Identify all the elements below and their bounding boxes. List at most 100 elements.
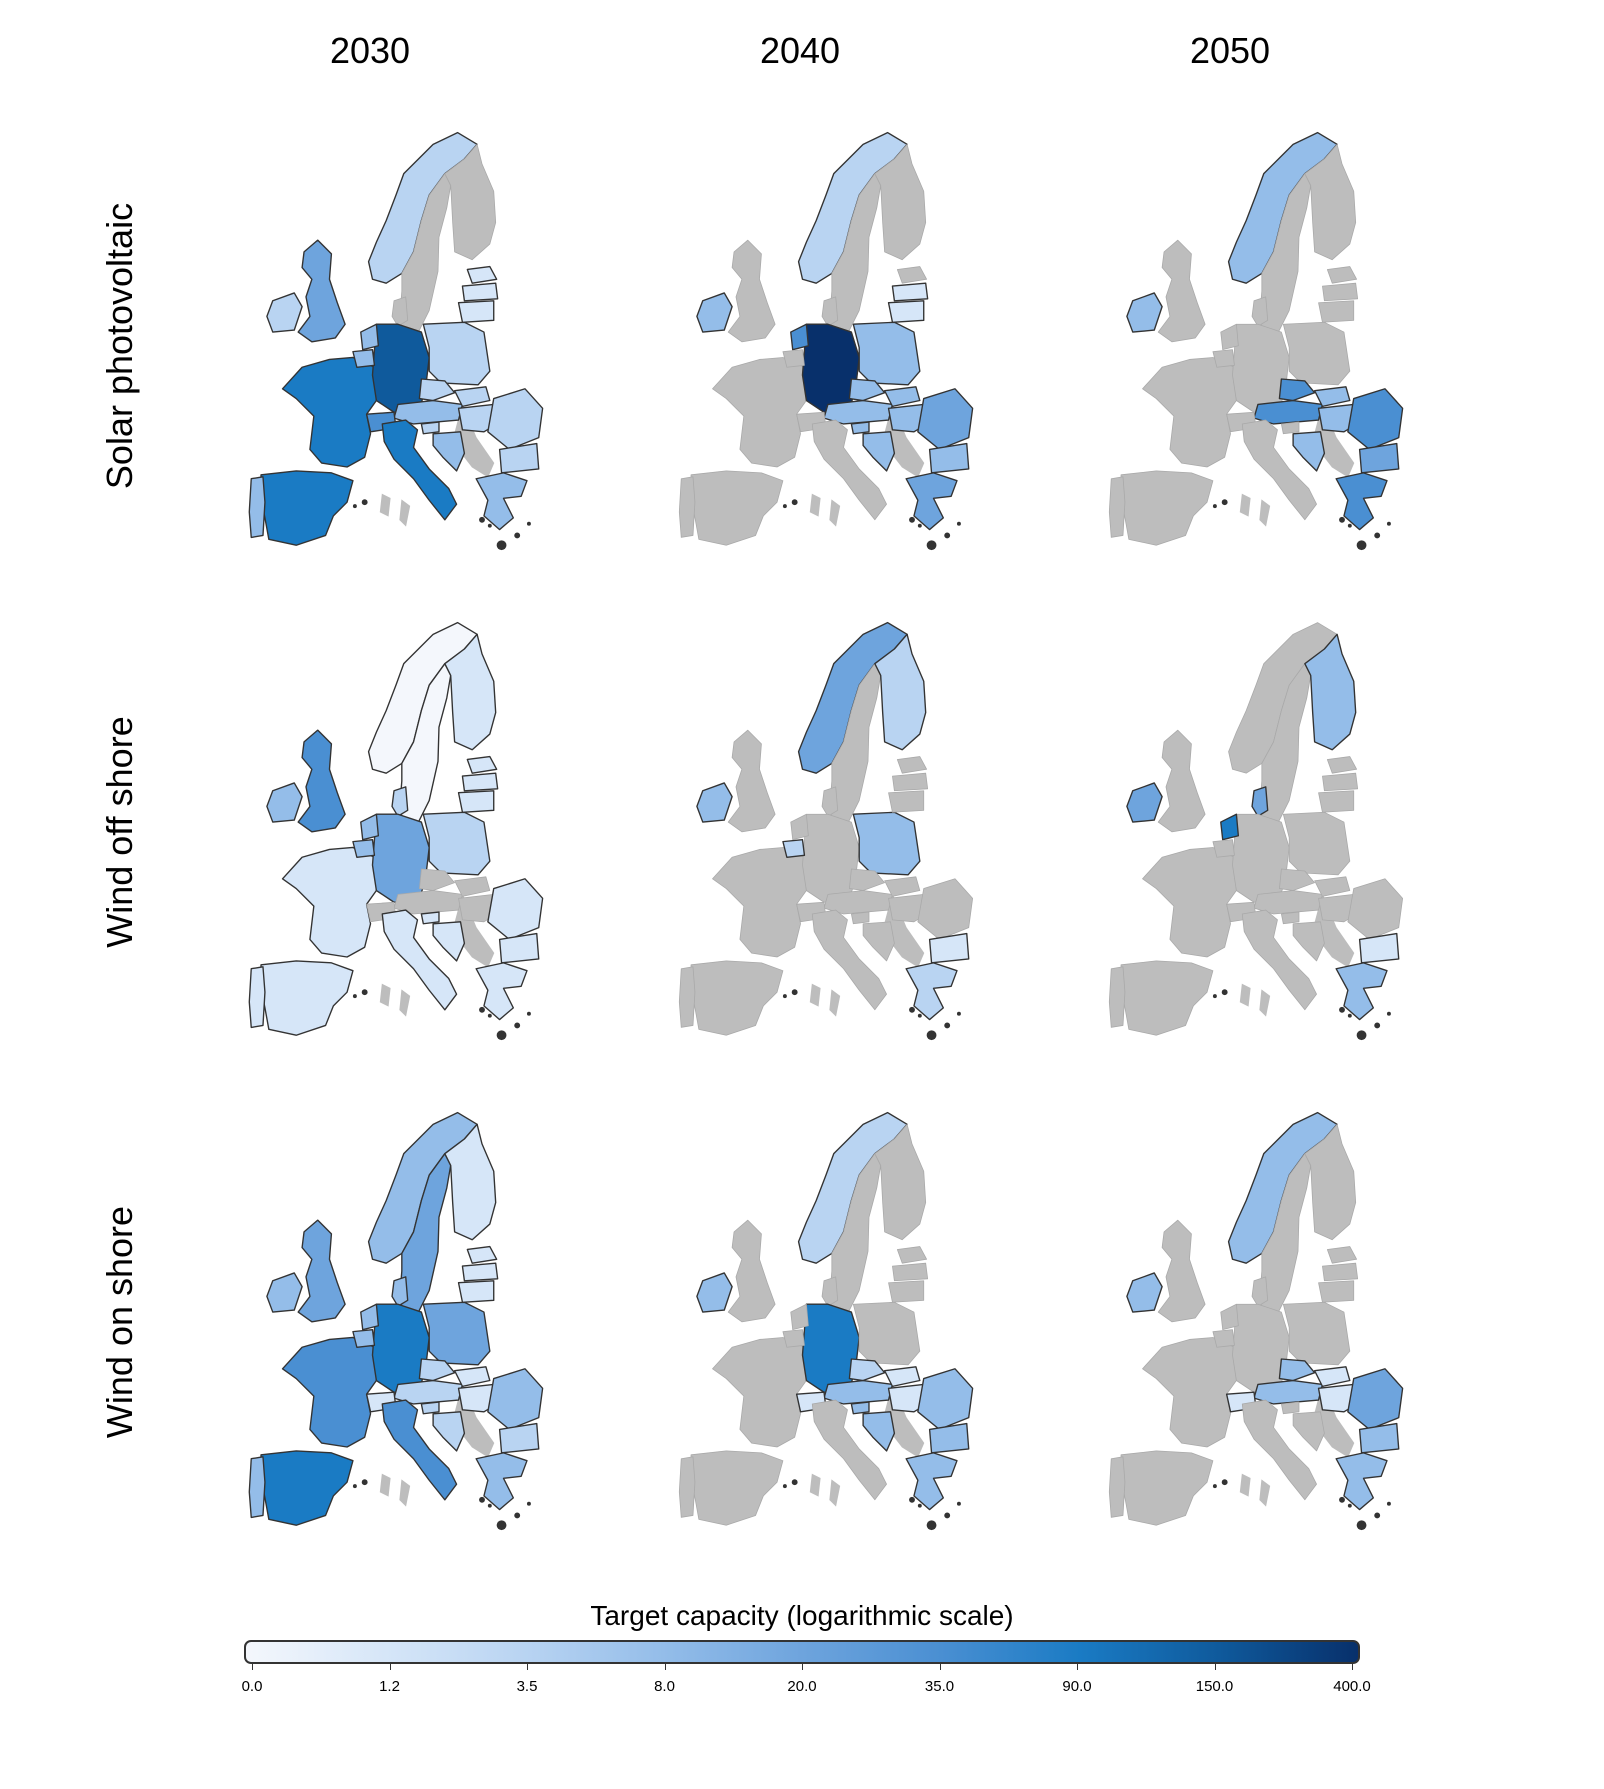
country-ie [266, 292, 303, 333]
legend-tick-mark [1352, 1664, 1353, 1670]
legend-tick-mark [802, 1664, 803, 1670]
country-nl [790, 813, 809, 841]
country-pt [1108, 476, 1126, 538]
country-gr [475, 472, 528, 531]
column-title-2030: 2030 [329, 30, 411, 71]
country-fi [444, 633, 497, 751]
map-panel-solar-photovoltaic-2040 [634, 115, 1014, 555]
country-dk [1251, 786, 1269, 817]
island-mark [1374, 1022, 1381, 1029]
europe-map [248, 131, 544, 551]
column-title-2040: 2040 [759, 30, 841, 71]
island-mark [526, 1011, 531, 1016]
map-panel-solar-photovoltaic-2030 [204, 115, 584, 555]
country-ro [487, 878, 544, 941]
country-lv [1322, 772, 1359, 792]
country-it [811, 419, 887, 521]
country-hr [1292, 921, 1325, 962]
country-pt [678, 1456, 696, 1518]
country-fi [1304, 633, 1357, 751]
country-be [1212, 349, 1235, 368]
country-lt [1318, 1280, 1355, 1303]
country-si [420, 911, 440, 925]
country-fr [712, 847, 807, 958]
island-mark [956, 1501, 961, 1506]
country-dk [391, 786, 409, 817]
country-gb [727, 729, 776, 833]
europe-map [248, 621, 544, 1041]
country-fi [444, 143, 497, 261]
country-dk [821, 1276, 839, 1307]
country-gb [297, 729, 346, 833]
legend-tick-label: 150.0 [1195, 1678, 1234, 1695]
country-bg [928, 932, 970, 964]
legend-tick-label: 8.0 [654, 1678, 675, 1695]
country-si [1280, 1401, 1300, 1415]
country-sk [1313, 1366, 1351, 1388]
country-pt [678, 966, 696, 1028]
country-ee [1326, 1246, 1358, 1264]
country-lt [457, 300, 495, 323]
island-mark [496, 1520, 507, 1531]
island-mark [926, 1030, 937, 1041]
map-panel-wind-off-shore-2050 [1064, 605, 1444, 1045]
legend-tick-label: 35.0 [924, 1678, 955, 1695]
europe-map [248, 1111, 544, 1531]
country-be [1212, 839, 1235, 858]
island-mark [782, 1484, 787, 1489]
island-mark [514, 532, 521, 539]
island-mark [1221, 989, 1228, 996]
country-ee [466, 1245, 498, 1264]
country-gb [1157, 1219, 1206, 1323]
country-gb [1157, 729, 1206, 833]
country-it [811, 1399, 887, 1501]
country-es [1120, 470, 1214, 546]
country-fr [1142, 847, 1237, 958]
island-mark [352, 1484, 357, 1489]
country-dk [1251, 296, 1269, 327]
country-ro [1347, 388, 1404, 451]
island-mark [956, 521, 961, 526]
country-lt [457, 790, 495, 813]
country-it [381, 1399, 458, 1501]
europe-map [678, 621, 974, 1041]
country-cz [1278, 1358, 1316, 1382]
background-land [379, 983, 391, 1007]
country-be [352, 348, 376, 368]
country-pl [422, 811, 491, 876]
country-sk [883, 1366, 921, 1388]
country-gr [905, 1452, 958, 1511]
country-ro [917, 388, 974, 451]
country-bg [928, 442, 970, 474]
country-bg [498, 442, 540, 474]
country-sk [1313, 386, 1351, 408]
country-dk [821, 296, 839, 327]
island-mark [1356, 1520, 1367, 1531]
country-hr [1292, 431, 1326, 472]
country-cz [418, 378, 456, 402]
country-lv [1322, 282, 1359, 302]
country-gr [905, 472, 958, 531]
legend-tick-mark [939, 1664, 941, 1670]
island-mark [782, 504, 787, 509]
country-gb [297, 239, 346, 343]
background-land [1239, 983, 1251, 1007]
legend-tick-mark [1214, 1664, 1216, 1670]
country-gb [727, 239, 776, 343]
island-mark [944, 1022, 951, 1029]
legend-tick-mark [252, 1664, 253, 1670]
country-gb [297, 1219, 346, 1323]
island-mark [361, 1479, 368, 1486]
map-panel-wind-on-shore-2040 [634, 1095, 1014, 1535]
country-lv [1322, 1262, 1359, 1282]
country-cz [418, 1358, 456, 1382]
island-mark [1347, 523, 1352, 528]
island-mark [526, 521, 531, 526]
legend-title: Target capacity (logarithmic scale) [590, 1600, 1014, 1631]
country-ee [1326, 756, 1358, 774]
country-fi [874, 1123, 927, 1241]
country-si [1280, 421, 1300, 435]
country-ro [917, 878, 974, 940]
country-si [420, 1401, 440, 1415]
island-mark [514, 1022, 521, 1029]
